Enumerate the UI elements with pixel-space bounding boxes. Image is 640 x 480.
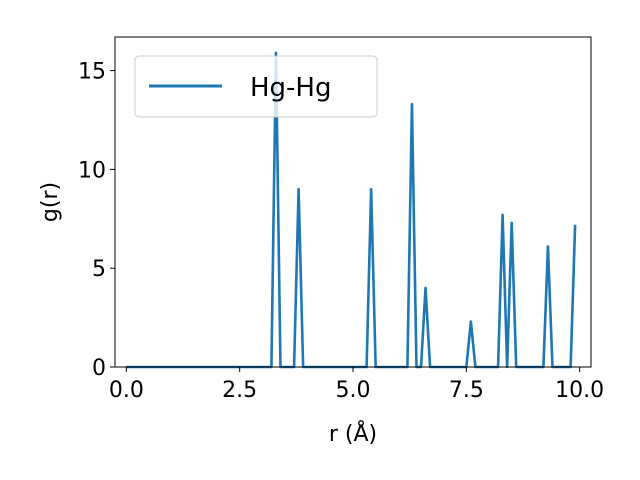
- x-tick-label: 7.5: [449, 378, 484, 403]
- legend-label: Hg-Hg: [250, 73, 332, 103]
- y-tick-label: 10: [78, 158, 106, 183]
- legend: Hg-Hg: [134, 55, 378, 118]
- y-axis-label: g(r): [38, 182, 63, 222]
- x-tick-label: 2.5: [222, 378, 257, 403]
- x-axis-label: r (Å): [329, 420, 377, 447]
- x-tick-label: 0.0: [109, 378, 144, 403]
- y-tick-label: 5: [92, 257, 106, 282]
- legend-box: [134, 55, 378, 118]
- y-tick-label: 15: [78, 60, 106, 85]
- axes: 0.0 2.5 5.0 7.5 10.0 0 5 10 15: [78, 36, 604, 403]
- x-tick-label: 10.0: [555, 378, 604, 403]
- y-tick-label: 0: [92, 356, 106, 381]
- x-tick-label: 5.0: [336, 378, 371, 403]
